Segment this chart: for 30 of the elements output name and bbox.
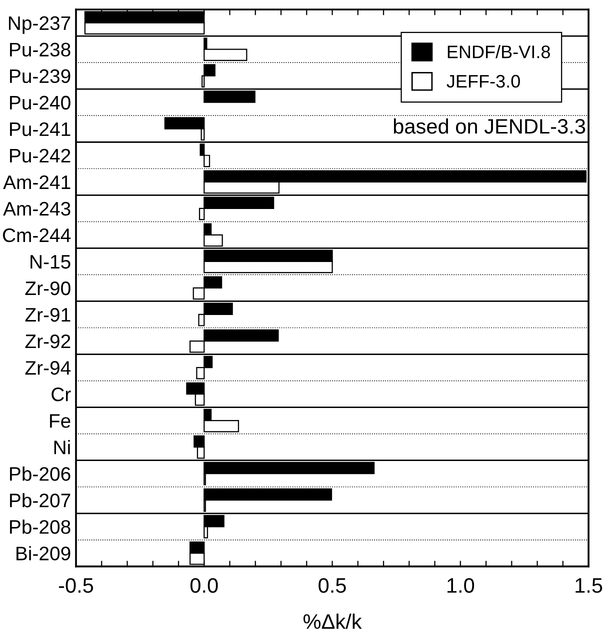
- y-tick-label: Pu-238: [10, 42, 70, 57]
- y-tick-label: Pu-241: [10, 122, 70, 136]
- y-tick-label: N-15: [30, 255, 70, 269]
- x-tick-label: 0.5: [318, 578, 346, 593]
- y-tick-label: Pb-206: [10, 466, 70, 481]
- y-tick-label: Pu-239: [10, 69, 70, 84]
- x-tick-label: -0.5: [58, 578, 94, 593]
- y-tick-label: Fe: [50, 414, 70, 428]
- legend-label: JEFF-3.0: [446, 74, 520, 88]
- y-tick-label: Pu-240: [10, 96, 70, 110]
- legend-label: ENDF/B-VI.8: [448, 45, 550, 58]
- y-tick-label: Pu-242: [10, 148, 70, 163]
- x-tick-label: 1.5: [576, 578, 602, 593]
- y-tick-label: Zr-92: [25, 334, 70, 348]
- x-tick-label: 0.0: [190, 578, 218, 593]
- y-tick-label: Zr-91: [25, 308, 70, 322]
- y-tick-label: Pb-208: [10, 520, 70, 534]
- y-tick-label: Zr-94: [25, 360, 71, 375]
- y-tick-label: Pb-207: [10, 493, 70, 508]
- y-tick-label: Am-243: [3, 202, 70, 216]
- x-axis-title: %Δk/k: [303, 614, 362, 629]
- y-tick-label: Zr-90: [25, 281, 70, 296]
- x-tick-label: 1.0: [448, 578, 474, 593]
- y-tick-label: Np-237: [8, 16, 70, 34]
- annotation: based on JENDL-3.3: [394, 118, 586, 134]
- y-tick-label: Cr: [52, 388, 71, 402]
- y-tick-label: Ni: [54, 440, 70, 454]
- y-tick-label: Am-241: [3, 175, 70, 189]
- y-tick-label: Cm-244: [2, 228, 71, 242]
- y-tick-label: Bi-209: [16, 546, 70, 560]
